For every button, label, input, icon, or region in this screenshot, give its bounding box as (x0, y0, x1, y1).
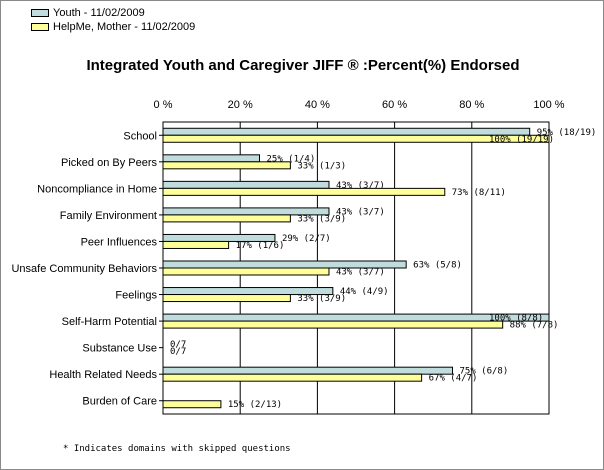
data-label-youth: 95% (18/19) (537, 128, 597, 138)
footnote: * Indicates domains with skipped questio… (63, 444, 291, 454)
data-label-mother: 73% (8/11) (452, 188, 506, 198)
data-label-youth: 44% (4/9) (340, 287, 389, 297)
legend: Youth - 11/02/2009 HelpMe, Mother - 11/0… (31, 6, 195, 34)
category-label: Substance Use (82, 343, 157, 355)
category-label: Self-Harm Potential (62, 316, 157, 328)
bar-mother (162, 320, 504, 329)
data-label-youth: 43% (3/7) (336, 207, 385, 217)
bar-youth (162, 180, 330, 189)
data-label-youth: 100% (8/8) (489, 314, 543, 324)
category-label: Noncompliance in Home (37, 183, 157, 195)
x-tick-label: 40 % (305, 99, 330, 111)
bar-mother (162, 294, 291, 303)
data-label-mother: 33% (3/9) (297, 294, 346, 304)
chart-title: Integrated Youth and Caregiver JIFF ® :P… (86, 57, 520, 74)
bar-mother (162, 373, 423, 382)
data-label-youth: 75% (6/8) (460, 367, 509, 377)
bar-mother (162, 240, 230, 249)
category-label: School (123, 130, 157, 142)
bar-mother (162, 400, 222, 409)
bar-youth (162, 366, 453, 375)
data-label-mother: 33% (1/3) (297, 161, 346, 171)
category-label: Health Related Needs (49, 369, 157, 381)
legend-item-mother: HelpMe, Mother - 11/02/2009 (31, 20, 195, 34)
legend-item-youth: Youth - 11/02/2009 (31, 6, 195, 20)
category-label: Feelings (115, 290, 157, 302)
data-label-mother: 67% (4/7) (429, 374, 478, 384)
bar-youth (162, 127, 531, 136)
bar-mother (162, 134, 550, 143)
data-label-youth: 0/7 (170, 340, 186, 350)
data-label-youth: 29% (2/7) (282, 234, 331, 244)
data-label-mother: 43% (3/7) (336, 268, 385, 278)
data-label-mother: 17% (1/6) (236, 241, 285, 251)
x-tick-label: 20 % (228, 99, 253, 111)
data-label-youth: 25% (1/4) (267, 154, 316, 164)
data-label-youth: 63% (5/8) (413, 261, 462, 271)
legend-label-youth: Youth - 11/02/2009 (53, 7, 145, 19)
data-label-mother: 15% (2/13) (228, 400, 282, 410)
x-tick-label: 60 % (382, 99, 407, 111)
x-tick-label: 0 % (154, 99, 173, 111)
data-label-youth: 43% (3/7) (336, 181, 385, 191)
legend-swatch-youth (31, 9, 49, 17)
bar-mother (162, 267, 330, 276)
data-label-mother: 100% (19/19) (489, 135, 554, 145)
category-label: Family Environment (60, 210, 157, 222)
data-label-mother: 0/7 (170, 347, 186, 357)
category-label: Unsafe Community Behaviors (11, 263, 157, 275)
data-label-mother: 33% (3/9) (297, 214, 346, 224)
legend-swatch-mother (31, 23, 49, 31)
bar-mother (162, 161, 291, 170)
bar-mother (162, 187, 446, 196)
bar-mother (162, 214, 291, 223)
category-label: Burden of Care (82, 396, 157, 408)
x-tick-label: 80 % (459, 99, 484, 111)
x-tick-label: 100 % (533, 99, 564, 111)
legend-label-mother: HelpMe, Mother - 11/02/2009 (53, 21, 196, 33)
category-label: Picked on By Peers (61, 157, 157, 169)
bar-youth (162, 154, 260, 163)
category-label: Peer Influences (81, 236, 158, 248)
data-label-mother: 88% (7/8) (510, 321, 559, 331)
